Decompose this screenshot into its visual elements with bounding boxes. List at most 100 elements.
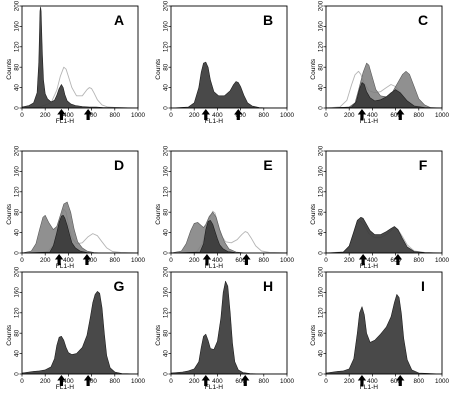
panel-letter: B	[263, 12, 273, 28]
panel-letter: H	[263, 278, 273, 294]
arrow-marker-icon	[234, 109, 243, 120]
plot-frame	[325, 5, 443, 109]
x-tick-label: 1000	[435, 257, 450, 264]
series-mid-1	[22, 201, 138, 253]
x-axis-label: FL1-H	[205, 263, 224, 270]
x-tick-label: 200	[40, 378, 51, 385]
arrow-marker-icon	[393, 254, 403, 265]
y-tick-label: 80	[318, 63, 325, 71]
series-dark-0	[22, 291, 138, 374]
x-axis-label: FL1-H	[56, 118, 75, 125]
y-tick-label: 40	[14, 229, 21, 237]
y-tick-label: 120	[14, 41, 21, 52]
y-axis-label: Counts	[6, 203, 13, 225]
y-tick-label: 120	[163, 41, 170, 52]
x-tick-label: 0	[169, 257, 173, 264]
x-tick-label: 800	[110, 378, 121, 385]
y-tick-label: 0	[318, 106, 325, 110]
x-tick-label: 1000	[131, 112, 146, 119]
x-tick-label: 1000	[280, 112, 295, 119]
arrow-marker-icon	[54, 254, 64, 265]
y-axis-label: Counts	[6, 324, 13, 346]
y-axis-label: Counts	[155, 203, 162, 225]
x-tick-label: 400	[212, 112, 223, 119]
series-mid-1	[171, 211, 287, 253]
arrow-marker-icon	[358, 254, 368, 265]
arrow-marker-icon	[396, 375, 405, 386]
x-tick-label: 400	[212, 257, 223, 264]
y-tick-label: 160	[318, 166, 325, 177]
y-axis-label: Counts	[310, 324, 317, 346]
y-tick-label: 40	[318, 229, 325, 237]
panel-i: 0 40 80 120 160 200 0 200 400 600 800 1000 Counts FL1…	[310, 266, 449, 391]
x-axis-label: FL1-H	[56, 263, 75, 270]
y-tick-label: 40	[318, 84, 325, 92]
y-tick-label: 80	[163, 63, 170, 71]
y-axis-label: Counts	[155, 58, 162, 80]
panel-h: 0 40 80 120 160 200 0 200 400 600 800 1000 Counts FL1…	[155, 266, 294, 391]
x-tick-label: 0	[20, 378, 24, 385]
y-tick-label: 200	[318, 145, 325, 156]
arrow-marker-icon	[83, 375, 93, 386]
x-tick-label: 1000	[131, 378, 146, 385]
y-tick-label: 160	[163, 287, 170, 298]
series-light-1	[22, 66, 138, 108]
x-tick-label: 200	[189, 378, 200, 385]
x-tick-label: 200	[344, 112, 355, 119]
y-tick-label: 120	[163, 307, 170, 318]
series-dark-0	[326, 294, 442, 374]
arrow-marker-icon	[242, 254, 251, 265]
x-tick-label: 1000	[435, 112, 450, 119]
x-tick-label: 0	[169, 112, 173, 119]
x-tick-label: 800	[110, 257, 121, 264]
y-tick-label: 120	[14, 186, 21, 197]
y-tick-label: 160	[318, 21, 325, 32]
x-tick-label: 200	[189, 257, 200, 264]
arrow-marker-icon	[201, 375, 210, 386]
series-dark-0	[171, 61, 287, 108]
panel-g: 0 40 80 120 160 200 0 200 400 600 800 1000 Counts FL1…	[6, 266, 145, 391]
panel-e: 0 40 80 120 160 200 0 200 400 600 800 1000 Counts FL1…	[155, 145, 294, 270]
x-tick-label: 800	[259, 112, 270, 119]
y-tick-label: 160	[163, 166, 170, 177]
x-tick-label: 0	[324, 378, 328, 385]
x-tick-label: 400	[63, 112, 74, 119]
plot-area	[22, 201, 138, 253]
x-tick-label: 800	[414, 257, 425, 264]
y-tick-label: 120	[318, 186, 325, 197]
y-tick-label: 120	[318, 41, 325, 52]
x-axis-label: FL1-H	[360, 118, 379, 125]
y-tick-label: 200	[14, 266, 21, 277]
y-axis-label: Counts	[6, 58, 13, 80]
y-tick-label: 160	[14, 21, 21, 32]
x-tick-label: 600	[390, 257, 401, 264]
panel-d: 0 40 80 120 160 200 0 200 400 600 800 1000 Counts FL1…	[6, 145, 145, 270]
x-axis-label: FL1-H	[360, 384, 379, 391]
x-tick-label: 600	[86, 112, 97, 119]
y-tick-label: 0	[14, 251, 21, 255]
x-tick-label: 800	[259, 378, 270, 385]
plot-frame	[21, 5, 139, 109]
panel-letter: C	[418, 12, 428, 28]
x-tick-label: 400	[212, 378, 223, 385]
x-tick-label: 600	[235, 112, 246, 119]
y-tick-label: 0	[163, 372, 170, 376]
x-tick-label: 0	[20, 257, 24, 264]
plot-area	[326, 294, 442, 374]
plot-frame	[325, 150, 443, 254]
y-tick-label: 40	[318, 350, 325, 358]
y-tick-label: 0	[318, 251, 325, 255]
y-tick-label: 40	[163, 229, 170, 237]
arrow-marker-icon	[83, 109, 93, 120]
arrow-marker-icon	[357, 109, 367, 120]
x-tick-label: 800	[414, 112, 425, 119]
x-tick-label: 400	[63, 378, 74, 385]
x-tick-label: 200	[344, 257, 355, 264]
y-tick-label: 160	[14, 166, 21, 177]
x-tick-label: 0	[20, 112, 24, 119]
x-tick-label: 1000	[280, 257, 295, 264]
y-tick-label: 200	[14, 0, 21, 11]
x-axis-label: FL1-H	[205, 384, 224, 391]
arrow-marker-icon	[201, 109, 210, 120]
